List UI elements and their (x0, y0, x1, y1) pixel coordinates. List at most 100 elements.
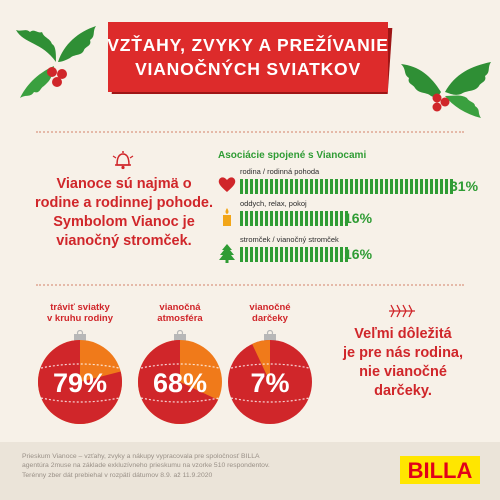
ornament-hook (176, 330, 184, 337)
association-value: 16% (344, 246, 373, 262)
association-bar-segment (295, 211, 298, 226)
association-bar-segment (445, 179, 448, 194)
association-bar-segment (390, 179, 393, 194)
association-bar-segment (410, 179, 413, 194)
association-bar-segment (335, 179, 338, 194)
bell-icon (112, 151, 134, 170)
association-bar-segment (380, 179, 383, 194)
ornament-atmosphere: vianočná atmosféra 68% (134, 302, 226, 424)
association-bar-segment (360, 179, 363, 194)
association-bar-segment (345, 179, 348, 194)
ornament-label-line-2: v kruhu rodiny (47, 313, 113, 324)
association-bar-segment (330, 247, 333, 262)
association-bar-segment (280, 247, 283, 262)
association-bar-segment (420, 179, 423, 194)
association-bar-segment (340, 247, 343, 262)
association-bar-segment (245, 247, 248, 262)
association-bar-segment (285, 211, 288, 226)
association-bar-segment (275, 247, 278, 262)
association-bar-segment (350, 179, 353, 194)
association-bar-segment (355, 179, 358, 194)
association-bar-segment (315, 211, 318, 226)
heart-icon (218, 177, 236, 192)
ornament-cap (264, 334, 276, 342)
banner-main: VZŤAHY, ZVYKY A PREŽÍVANIE VIANOČNÝCH SV… (107, 22, 388, 92)
association-bar-segment (300, 211, 303, 226)
ornament-bauble-icon (137, 330, 222, 424)
association-bar-segment (310, 211, 313, 226)
association-bar-segment (250, 179, 253, 194)
divider-top (36, 131, 464, 133)
ornament-label-line-2: darčeky (252, 313, 288, 324)
association-bar-segment (325, 211, 328, 226)
association-bar-segment (405, 179, 408, 194)
candle-icon (223, 208, 231, 226)
association-tree: stromček / vianočný stromček 16% (218, 235, 480, 275)
association-bar-segment (275, 211, 278, 226)
association-bar-segment (305, 211, 308, 226)
ornament-value: 79% (52, 368, 108, 398)
title-banner: VZŤAHY, ZVYKY A PREŽÍVANIE VIANOČNÝCH SV… (107, 22, 394, 98)
association-bar-segment (250, 247, 253, 262)
association-value: 16% (344, 210, 373, 226)
holly-left-icon (16, 26, 96, 98)
association-bar-segment (370, 179, 373, 194)
association-bar-segment (435, 179, 438, 194)
quote-line-4: darčeky. (374, 383, 432, 399)
association-bar-segment (340, 179, 343, 194)
quote-line-1: Veľmi dôležitá (354, 326, 452, 342)
association-bar-segment (325, 179, 328, 194)
association-bar-segment (255, 179, 258, 194)
association-bar-segment (415, 179, 418, 194)
association-bar-segment (310, 247, 313, 262)
association-bar-segment (270, 179, 273, 194)
ornament-label-line-1: tráviť sviatky (50, 302, 110, 313)
association-bar-segment (245, 179, 248, 194)
association-family: rodina / rodinná pohoda 31% (218, 167, 480, 207)
association-bar-segment (260, 247, 263, 262)
association-bar-segment (245, 211, 248, 226)
association-label: oddych, relax, pokoj (240, 199, 307, 208)
billa-logo: BILLA (400, 456, 480, 484)
association-bar-segment (265, 247, 268, 262)
ornament-cap (74, 334, 86, 342)
ornament-label-line-1: vianočná (159, 302, 201, 313)
ornament-hook (76, 330, 84, 337)
association-bars (240, 247, 348, 262)
association-bar-segment (300, 247, 303, 262)
association-label: rodina / rodinná pohoda (240, 167, 320, 176)
association-bar-segment (395, 179, 398, 194)
association-bar-segment (255, 247, 258, 262)
association-bar-segment (260, 211, 263, 226)
ornament-family: tráviť sviatky v kruhu rodiny 79% (34, 302, 126, 424)
association-bar-segment (315, 179, 318, 194)
association-bar-segment (290, 247, 293, 262)
vine-icon (389, 304, 415, 318)
association-bar-segment (330, 179, 333, 194)
association-bar-segment (425, 179, 428, 194)
association-bar-segment (450, 179, 453, 194)
association-bar-segment (290, 211, 293, 226)
footnote-line-3: Terénny zber dát prebiehal v rozpätí dát… (22, 471, 213, 479)
intro-text: Vianoce sú najmä o rodine a rodinnej poh… (20, 175, 228, 251)
association-bar-segment (250, 211, 253, 226)
intro-line-4: vianočný stromček. (56, 233, 192, 249)
intro-line-2: rodine a rodinnej pohode. (34, 195, 214, 211)
billa-logo-text: BILLA (408, 458, 473, 483)
association-bar-segment (280, 179, 283, 194)
ornament-slice (137, 340, 218, 424)
association-label: stromček / vianočný stromček (240, 235, 339, 244)
ornament-label-line-2: atmosféra (157, 313, 203, 324)
association-bar-segment (305, 179, 308, 194)
association-bar-segment (240, 179, 243, 194)
footnote-line-1: Prieskum Vianoce – vzťahy, zvyky a nákup… (22, 453, 260, 460)
association-bars (240, 211, 348, 226)
association-value: 31% (450, 178, 479, 194)
tree-icon (219, 244, 235, 263)
ornament-slice (37, 340, 122, 424)
ornament-cap (174, 334, 186, 342)
association-bar-segment (440, 179, 443, 194)
ornament-hook (266, 330, 274, 337)
association-bar-segment (300, 179, 303, 194)
association-bar-segment (260, 179, 263, 194)
